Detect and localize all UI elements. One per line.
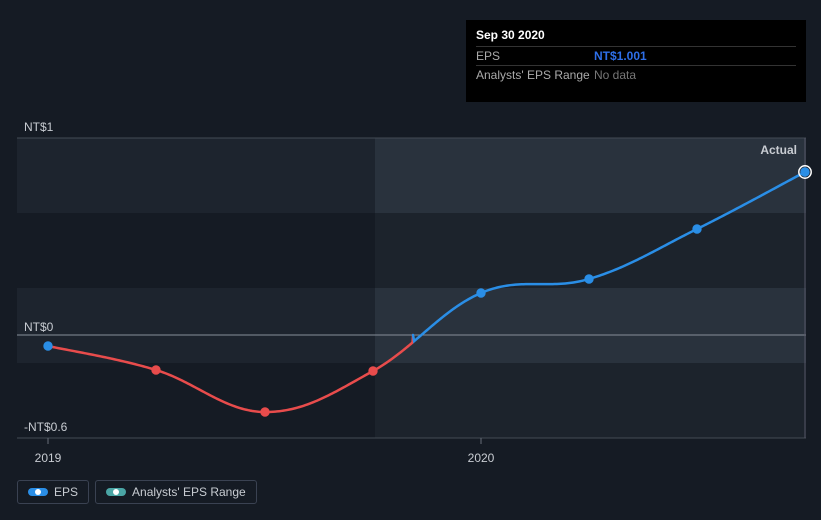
legend-swatch <box>28 488 48 496</box>
tooltip-row-value: No data <box>594 68 636 82</box>
eps-chart: Actual NT$1 NT$0 -NT$0.6 2019 2020 Sep 30 2… <box>0 0 821 520</box>
y-axis-label: -NT$0.6 <box>24 420 67 434</box>
actual-label: Actual <box>760 143 797 157</box>
legend-item[interactable]: EPS <box>17 480 89 504</box>
tooltip-row-value: NT$1.001 <box>594 49 647 63</box>
chart-tooltip: Sep 30 2020 EPSNT$1.001Analysts' EPS Ran… <box>466 20 806 102</box>
legend-swatch <box>106 488 126 496</box>
x-axis-label: 2020 <box>468 451 495 465</box>
tooltip-row-label: EPS <box>476 49 594 63</box>
legend-item[interactable]: Analysts' EPS Range <box>95 480 257 504</box>
tooltip-row: EPSNT$1.001 <box>476 46 796 65</box>
legend-label: Analysts' EPS Range <box>132 485 246 499</box>
x-axis-label: 2019 <box>35 451 62 465</box>
chart-legend: EPS Analysts' EPS Range <box>17 480 257 504</box>
tooltip-date: Sep 30 2020 <box>476 26 796 46</box>
tooltip-row: Analysts' EPS RangeNo data <box>476 65 796 84</box>
y-axis-label: NT$1 <box>24 120 53 134</box>
tooltip-row-label: Analysts' EPS Range <box>476 68 594 82</box>
legend-label: EPS <box>54 485 78 499</box>
y-axis-label: NT$0 <box>24 320 53 334</box>
